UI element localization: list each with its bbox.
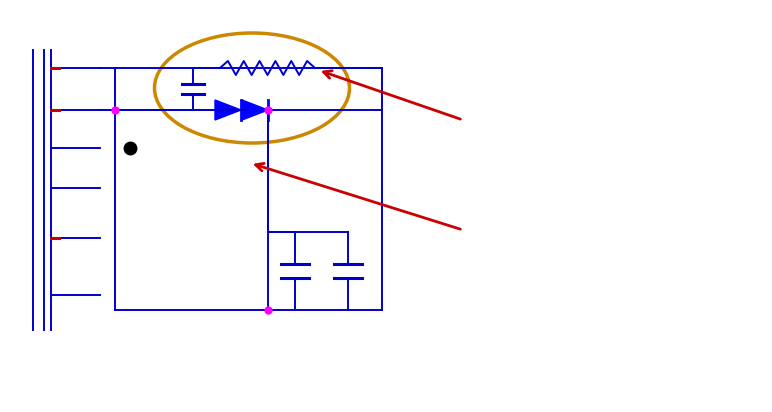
Polygon shape	[215, 100, 241, 120]
Polygon shape	[242, 100, 268, 120]
